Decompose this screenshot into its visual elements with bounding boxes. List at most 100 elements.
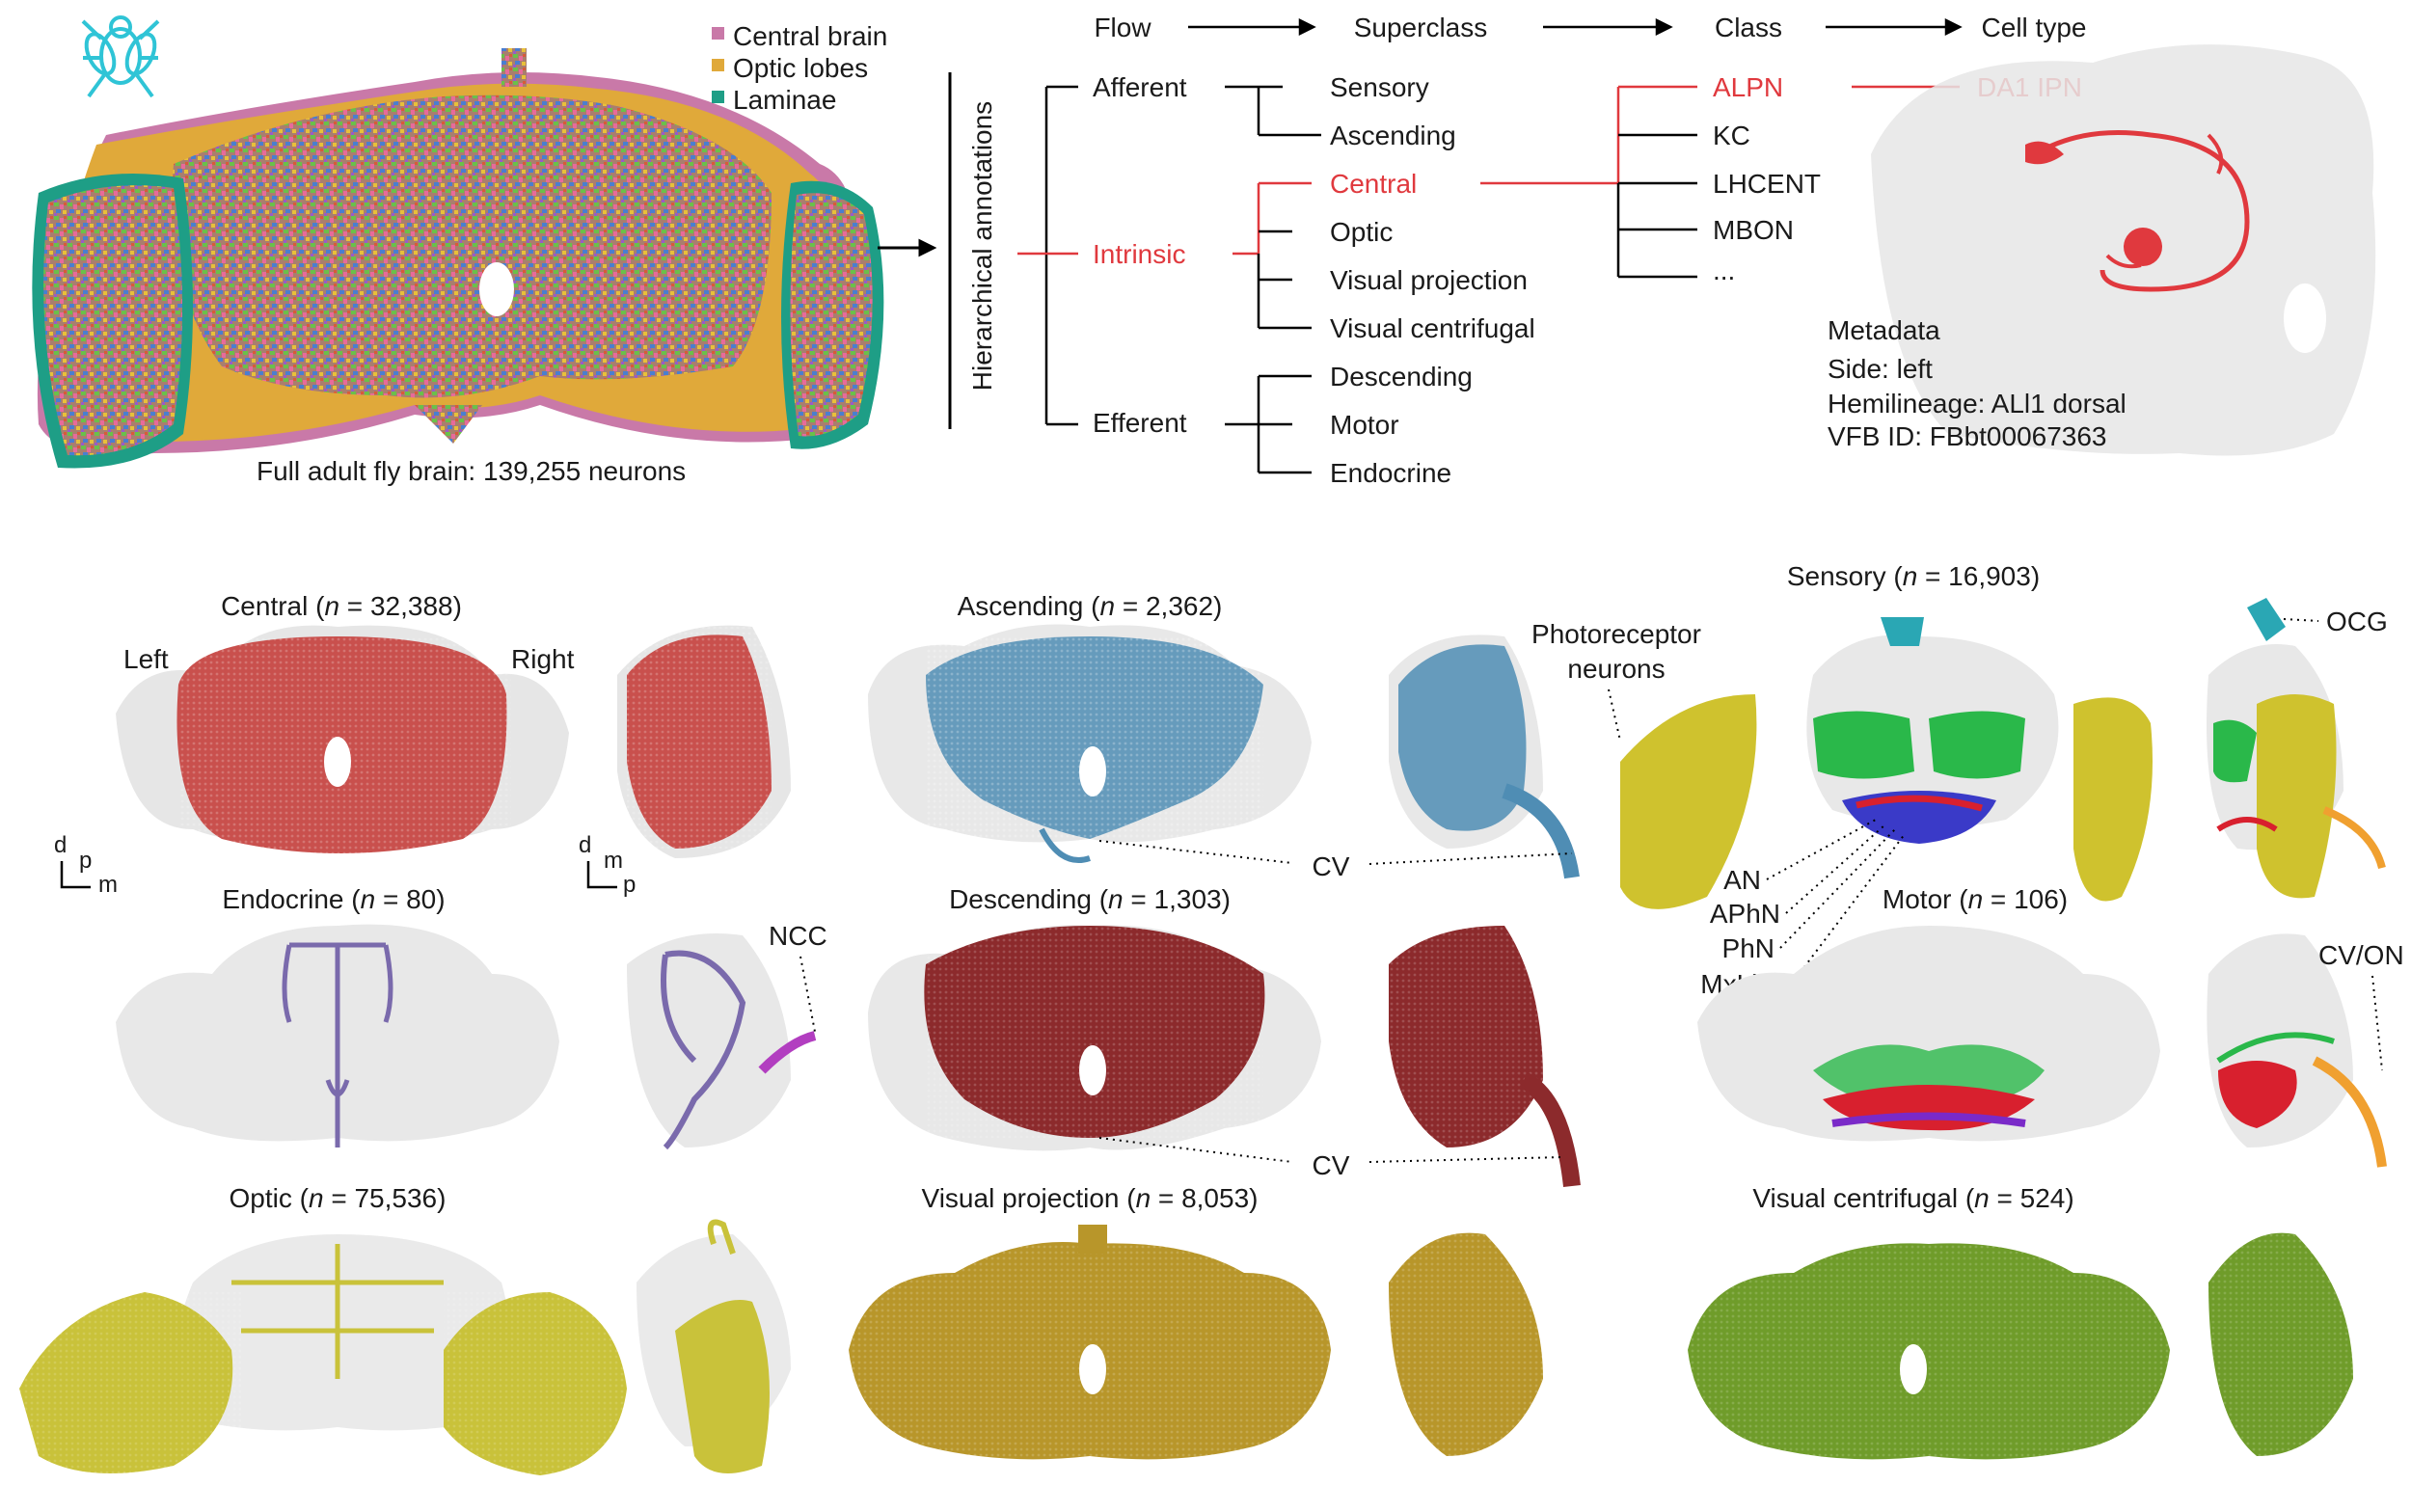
panel-title-optic: Optic (n = 75,536) [230,1183,447,1213]
metadata-vfb-id: VFB ID: FBbt00067363 [1828,421,2107,451]
superclass-descending: Descending [1330,362,1473,392]
motor-front-render [1697,926,2160,1142]
class-alpn: ALPN [1713,72,1783,102]
panel-title-ascending: Ascending (n = 2,362) [958,591,1223,621]
motor-side-render [2207,933,2387,1168]
label-cv-on: CV/ON [2318,940,2404,970]
brain-legend: Central brain Optic lobes Laminae [712,21,887,115]
panel-title-endocrine: Endocrine (n = 80) [222,884,445,914]
label-cv-row1: CV [1313,851,1350,881]
metadata: Metadata Side: left Hemilineage: ALl1 do… [1828,315,2127,451]
visual-projection-side-render [1389,1232,1543,1456]
optic-front-render [19,1234,627,1485]
class-mbon: MBON [1713,215,1794,245]
label-left: Left [123,644,169,674]
flow-bracket [1044,85,1078,426]
hierarchy-label: Hierarchical annotations [967,101,997,391]
axis-indicator-side: d m p [579,832,636,898]
full-brain-render [32,48,884,469]
axis-side-m: m [604,848,623,874]
fly-icon [81,15,160,98]
panel-title-central: Central (n = 32,388) [221,591,462,621]
endocrine-front-render [116,924,559,1148]
label-aphn: APhN [1710,899,1780,929]
afferent-bracket [1225,85,1321,137]
axis-front-d: d [54,832,67,858]
cv-on-leader [2371,975,2383,1071]
panel-title-visual-centrifugal: Visual centrifugal (n = 524) [1752,1183,2073,1213]
legend-swatch-central-brain [712,27,724,40]
visual-centrifugal-front-render [1688,1243,2170,1466]
metadata-title: Metadata [1828,315,1940,345]
nerve-leaders [1766,819,1906,985]
class-lhcent: LHCENT [1713,169,1821,199]
full-brain-caption: Full adult fly brain: 139,255 neurons [257,456,686,486]
efferent-bracket [1225,374,1312,474]
label-photoreceptor-line1: Photoreceptor [1531,619,1701,649]
class-kc: KC [1713,121,1750,150]
label-an: AN [1723,865,1761,895]
central-front-render [116,625,569,868]
axis-indicator-front: d p m [54,832,118,898]
label-phn: PhN [1722,933,1774,963]
flow-afferent: Afferent [1093,72,1187,102]
sensory-side-render [2207,598,2386,899]
axis-front-p: p [79,848,92,874]
ocg-leader [2283,618,2319,622]
superclass-optic: Optic [1330,217,1393,247]
panel-title-descending: Descending (n = 1,303) [949,884,1231,914]
axis-front-m: m [98,872,118,898]
legend-label-laminae: Laminae [733,85,836,115]
label-cv-row2: CV [1313,1150,1350,1180]
intrinsic-bracket [1233,181,1312,330]
stage-headers: Flow Superclass Class Cell type [1094,13,2086,42]
superclass-list: Sensory Ascending Central Optic Visual p… [1330,72,1535,488]
visual-centrifugal-side-render [2208,1232,2353,1456]
ascending-front-render [868,624,1312,863]
superclass-visual-projection: Visual projection [1330,265,1528,295]
legend-label-optic-lobes: Optic lobes [733,53,868,83]
central-side-render [617,625,791,858]
label-right: Right [511,644,575,674]
legend-swatch-laminae [712,91,724,103]
cv-leader-lines-row1 [1098,840,1573,865]
sensory-front-render [1620,617,2153,909]
label-photoreceptor-line2: neurons [1567,654,1665,684]
endocrine-side-render [627,933,817,1150]
descending-side-render [1389,926,1581,1187]
legend-label-central-brain: Central brain [733,21,887,51]
header-cell-type: Cell type [1982,13,2087,42]
axis-side-d: d [579,832,591,858]
arrow-to-hierarchy [878,238,937,257]
superclass-central: Central [1330,169,1417,199]
class-list: ALPN KC LHCENT MBON ... [1713,72,1821,285]
panel-title-sensory: Sensory (n = 16,903) [1787,561,2040,591]
legend-swatch-optic-lobes [712,59,724,71]
superclass-endocrine: Endocrine [1330,458,1451,488]
label-ncc: NCC [769,921,827,951]
flow-intrinsic: Intrinsic [1093,239,1185,269]
descending-front-render [868,925,1321,1151]
panel-title-visual-projection: Visual projection (n = 8,053) [922,1183,1259,1213]
panel-title-motor: Motor (n = 106) [1883,884,2068,914]
class-bracket [1480,85,1697,279]
metadata-side: Side: left [1828,354,1933,384]
superclass-motor: Motor [1330,410,1399,440]
ncc-leader [799,956,816,1033]
class-ellipsis: ... [1713,256,1735,285]
header-class: Class [1715,13,1782,42]
flow-efferent: Efferent [1093,408,1187,438]
metadata-hemilineage: Hemilineage: ALl1 dorsal [1828,389,2127,418]
label-ocg: OCG [2326,607,2388,636]
header-superclass: Superclass [1354,13,1488,42]
superclass-sensory: Sensory [1330,72,1429,102]
superclass-ascending: Ascending [1330,121,1456,150]
visual-projection-front-render [849,1225,1331,1466]
example-neuron-render [1871,44,2376,456]
superclass-visual-centrifugal: Visual centrifugal [1330,313,1535,343]
axis-side-p: p [623,872,636,898]
header-arrows [1188,17,1963,37]
header-flow: Flow [1094,13,1151,42]
ascending-side-render [1389,634,1580,879]
